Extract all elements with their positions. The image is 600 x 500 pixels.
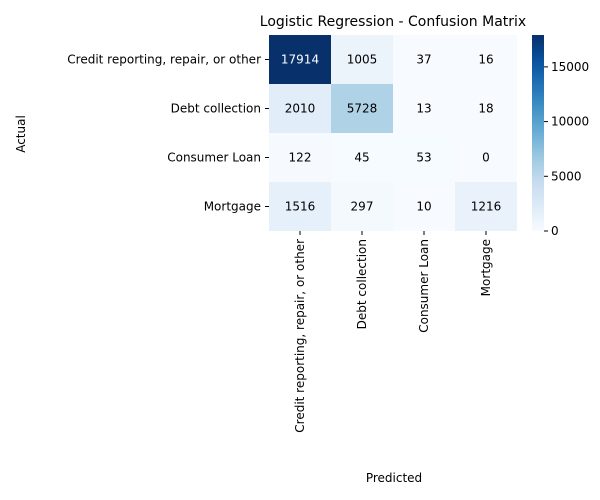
colorbar-tick-label: 10000: [551, 115, 589, 129]
heatmap-cell: [269, 182, 331, 231]
y-tick-label-debt-collection: Debt collection: [171, 102, 261, 116]
heatmap-cell: [269, 133, 331, 182]
x-tick-label-mortgage: Mortgage: [479, 239, 493, 296]
heatmap-cell: [269, 35, 331, 84]
x-tick-label-credit-reporting-repair-or-other: Credit reporting, repair, or other: [293, 239, 307, 433]
heatmap-cell: [393, 35, 455, 84]
cell-value-label: 1516: [285, 200, 316, 214]
y-axis-ticks: Credit reporting, repair, or other Debt c…: [67, 53, 269, 214]
cell-value-label: 5728: [347, 102, 378, 116]
heatmap-cell: [331, 182, 393, 231]
cell-value-label: 45: [354, 151, 369, 165]
y-tick-label-consumer-loan: Consumer Loan: [167, 151, 261, 165]
y-tick-label-mortgage: Mortgage: [204, 200, 261, 214]
x-axis-label: Predicted: [366, 471, 422, 485]
heatmap-cell: [455, 182, 517, 231]
heatmap-cell: [455, 35, 517, 84]
colorbar: 0 5000 10000 15000: [532, 35, 589, 238]
cell-value-label: 2010: [285, 102, 316, 116]
cell-value-label: 1216: [471, 200, 502, 214]
cell-value-label: 0: [482, 151, 490, 165]
cell-value-label: 17914: [281, 53, 319, 67]
heatmap-cell: [393, 182, 455, 231]
colorbar-tick-label: 15000: [551, 60, 589, 74]
x-axis-ticks: Credit reporting, repair, or other Debt c…: [293, 231, 493, 433]
cell-value-label: 53: [416, 151, 431, 165]
heatmap-cell: [331, 35, 393, 84]
cell-value-label: 37: [416, 53, 431, 67]
chart-title: Logistic Regression - Confusion Matrix: [260, 14, 526, 30]
cell-value-label: 18: [478, 102, 493, 116]
heatmap-cell: [393, 133, 455, 182]
x-tick-label-consumer-loan: Consumer Loan: [417, 239, 431, 333]
y-tick-label-credit-reporting-repair-or-other: Credit reporting, repair, or other: [67, 53, 261, 67]
colorbar-gradient: [532, 35, 544, 231]
cell-value-label: 122: [289, 151, 312, 165]
heatmap-cell: [331, 133, 393, 182]
colorbar-tick-label: 0: [551, 224, 559, 238]
heatmap-cells: [269, 35, 517, 231]
colorbar-tick-label: 5000: [551, 169, 582, 183]
heatmap-cell: [455, 84, 517, 133]
cell-value-label: 13: [416, 102, 431, 116]
heatmap-cell: [331, 84, 393, 133]
y-axis-label: Actual: [14, 115, 28, 153]
cell-value-label: 297: [351, 200, 374, 214]
cell-value-label: 10: [416, 200, 431, 214]
heatmap-cell: [269, 84, 331, 133]
heatmap-cell-labels: 17914 1005 37 16 2010 5728 13 18 122 45 53 0 1516 297…: [281, 53, 501, 214]
heatmap-cell: [393, 84, 455, 133]
cell-value-label: 1005: [347, 53, 378, 67]
cell-value-label: 16: [478, 53, 493, 67]
heatmap-cell: [455, 133, 517, 182]
x-tick-label-debt-collection: Debt collection: [355, 239, 369, 329]
